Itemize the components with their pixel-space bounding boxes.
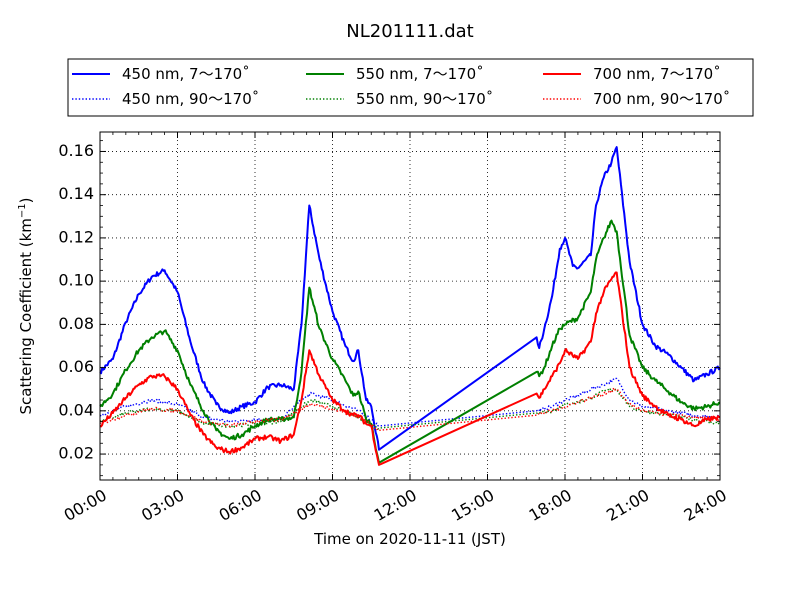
y-tick-label: 0.02: [58, 444, 94, 463]
x-tick-label: 21:00: [603, 485, 652, 525]
x-tick-label: 18:00: [526, 485, 575, 525]
legend-label: 450 nm, 7～170˚: [122, 65, 250, 83]
series-line-2: [99, 219, 721, 464]
x-tick-label: 15:00: [448, 485, 497, 525]
legend-label: 550 nm, 90～170˚: [356, 90, 493, 108]
x-tick-label: 03:00: [138, 485, 187, 525]
legend-label: 700 nm, 90～170˚: [593, 90, 730, 108]
series-line-1: [99, 377, 721, 427]
x-tick-label: 06:00: [216, 485, 265, 525]
series-line-4: [99, 271, 721, 466]
y-tick-label: 0.06: [58, 357, 94, 376]
x-tick-label: 12:00: [371, 485, 420, 525]
series-line-3: [99, 388, 721, 430]
series-line-5: [99, 387, 721, 431]
y-axis-label-main: Scattering Coefficient (km: [17, 218, 35, 414]
y-axis-label-exponent: −1: [17, 203, 28, 218]
x-tick-label: 00:00: [61, 485, 110, 525]
legend-frame: [67, 58, 754, 117]
y-tick-label: 0.12: [58, 227, 94, 246]
y-tick-label: 0.14: [58, 184, 94, 203]
x-axis-label: Time on 2020-11-11 (JST): [313, 530, 506, 548]
y-tick-label: 0.04: [58, 400, 94, 419]
y-tick-label: 0.10: [58, 271, 94, 290]
plot-series: [99, 146, 721, 466]
x-tick-label: 24:00: [681, 485, 730, 525]
legend-label: 450 nm, 90～170˚: [122, 90, 259, 108]
y-tick-label: 0.08: [58, 314, 94, 333]
y-axis-label: Scattering Coefficient (km−1): [17, 197, 35, 414]
ticks: [99, 132, 721, 480]
chart-title: NL201111.dat: [346, 21, 473, 42]
legend-label: 700 nm, 7～170˚: [593, 65, 721, 83]
y-tick-label: 0.16: [58, 141, 94, 160]
series-line-0: [99, 146, 721, 451]
y-axis-label-close: ): [17, 197, 35, 203]
legend-label: 550 nm, 7～170˚: [356, 65, 484, 83]
legend: 450 nm, 7～170˚ 550 nm, 7～170˚ 700 nm, 7～17…: [67, 58, 754, 117]
x-tick-label: 09:00: [293, 485, 342, 525]
